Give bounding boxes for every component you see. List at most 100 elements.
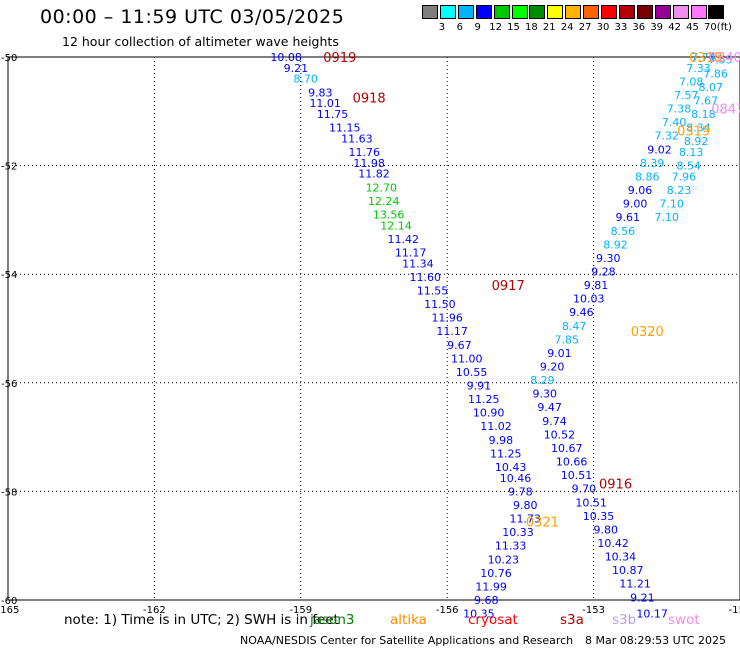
latitude-tick-label: -58 [1, 487, 17, 498]
scale-tick-label: 6 [456, 22, 463, 33]
swh-value: 11.42 [388, 233, 420, 246]
satellite-legend-item: jason3 [310, 612, 355, 628]
swh-value: 9.47 [537, 401, 562, 414]
swh-value: 7.33 [686, 62, 711, 75]
swh-value: 7.10 [659, 198, 684, 211]
scale-tick-label: 12 [489, 22, 502, 33]
swh-value: 11.00 [451, 352, 483, 365]
swh-value: 11.33 [495, 540, 527, 553]
swh-value: 10.52 [544, 428, 576, 441]
scale-swatch [457, 5, 474, 19]
swh-value: 11.17 [395, 246, 427, 259]
swh-value: 10.35 [583, 510, 615, 523]
scale-tick-label: 24 [560, 22, 574, 33]
swh-value: 8.13 [679, 146, 704, 159]
swh-value: 9.00 [623, 198, 648, 211]
swh-value: 9.98 [489, 434, 514, 447]
swh-value: 9.70 [572, 483, 597, 496]
swh-value: 9.20 [540, 361, 565, 374]
swh-value: 8.34 [686, 122, 711, 135]
swh-value: 7.55 [708, 54, 733, 67]
swh-value: 9.01 [547, 347, 572, 360]
swh-value: 7.40 [662, 116, 687, 129]
scale-swatch [618, 5, 635, 19]
pass-time-label: 0917 [492, 279, 525, 294]
swh-value: 8.92 [684, 135, 709, 148]
swh-value: 11.63 [341, 132, 373, 145]
swh-value: 9.21 [630, 591, 655, 604]
swh-value: 11.82 [358, 168, 390, 181]
map-grid [7, 56, 740, 601]
pass-time-label: 0320 [631, 325, 664, 340]
swh-value: 8.70 [293, 73, 318, 86]
page-subtitle: 12 hour collection of altimeter wave hei… [62, 34, 339, 49]
scale-swatch [547, 5, 564, 19]
swh-value: 9.30 [596, 252, 621, 265]
color-scale-legend: 3 6 9 12 15 18 21 24 27 30 33 36 39 42 45 70 (ft) [422, 5, 732, 39]
swh-value: 11.02 [480, 420, 512, 433]
scale-swatch [583, 5, 600, 19]
swh-value: 9.61 [616, 211, 641, 224]
scale-swatch [654, 5, 671, 19]
swh-value: 9.78 [508, 485, 533, 498]
swh-value: 7.86 [703, 67, 728, 80]
swh-value: 8.39 [640, 157, 665, 170]
swh-value: 12.14 [380, 219, 412, 232]
scale-swatch [493, 5, 510, 19]
scale-swatch [565, 5, 582, 19]
swh-value: 11.50 [424, 298, 456, 311]
swh-value: 9.80 [513, 499, 538, 512]
swh-value: 7.32 [655, 130, 680, 143]
credit-line: NOAA/NESDIS Center for Satellite Applica… [240, 634, 574, 647]
swh-value: 7.67 [694, 94, 719, 107]
swh-value: 8.23 [667, 184, 692, 197]
swh-points: 10.089.218.709.8311.0111.7511.1511.6311.… [270, 51, 732, 621]
swh-value: 10.42 [597, 537, 629, 550]
swh-value: 9.06 [628, 184, 653, 197]
longitude-tick-label: -159 [289, 605, 312, 616]
swh-value: 7.38 [667, 103, 692, 116]
scale-tick-label: 42 [668, 22, 681, 33]
swh-value: 10.55 [456, 366, 488, 379]
swh-value: 8.18 [691, 108, 716, 121]
satellite-legend-item: cryosat [468, 612, 518, 628]
swh-value: 10.90 [473, 407, 505, 420]
swh-value: 10.46 [500, 472, 532, 485]
swh-value: 10.33 [502, 526, 534, 539]
swh-value: 8.86 [635, 170, 660, 183]
swh-value: 10.34 [605, 551, 637, 564]
latitude-tick-label: -56 [1, 379, 17, 390]
swh-value: 13.56 [373, 208, 405, 221]
pass-time-label: 0916 [599, 477, 632, 492]
pass-time-label: 0919 [323, 51, 356, 66]
scale-swatch [439, 5, 456, 19]
swh-value: 10.23 [488, 553, 520, 566]
pass-time-label: 0321 [526, 515, 559, 530]
swh-value: 7.96 [672, 170, 697, 183]
latitude-tick-label: -52 [1, 162, 17, 173]
swh-value: 11.34 [402, 257, 434, 270]
swh-value: 9.46 [569, 306, 594, 319]
scale-tick-label: 27 [578, 22, 592, 33]
scale-swatch [636, 5, 653, 19]
swh-value: 11.01 [309, 97, 341, 110]
scale-tick-label: 39 [650, 22, 664, 33]
swh-value: 9.30 [533, 388, 558, 401]
map-frame [7, 56, 740, 601]
swh-value: 10.08 [270, 51, 302, 64]
swh-value: 11.76 [348, 146, 380, 159]
swh-value: 9.68 [474, 594, 499, 607]
scale-tick-label: 3 [438, 22, 446, 33]
swh-value: 12.24 [368, 195, 400, 208]
swh-value: 9.67 [447, 339, 472, 352]
swh-value: 10.03 [573, 293, 605, 306]
scale-tick-label: 15 [507, 22, 520, 33]
swh-value: 11.75 [317, 108, 349, 121]
longitude-tick-label: -162 [143, 605, 166, 616]
satellite-legend-item: s3a [560, 612, 584, 628]
swh-value: 7.08 [679, 75, 704, 88]
satellite-legend-item: s3b [612, 612, 637, 628]
scale-tick-label: 70 [704, 22, 717, 33]
swh-value: 11.55 [417, 284, 449, 297]
